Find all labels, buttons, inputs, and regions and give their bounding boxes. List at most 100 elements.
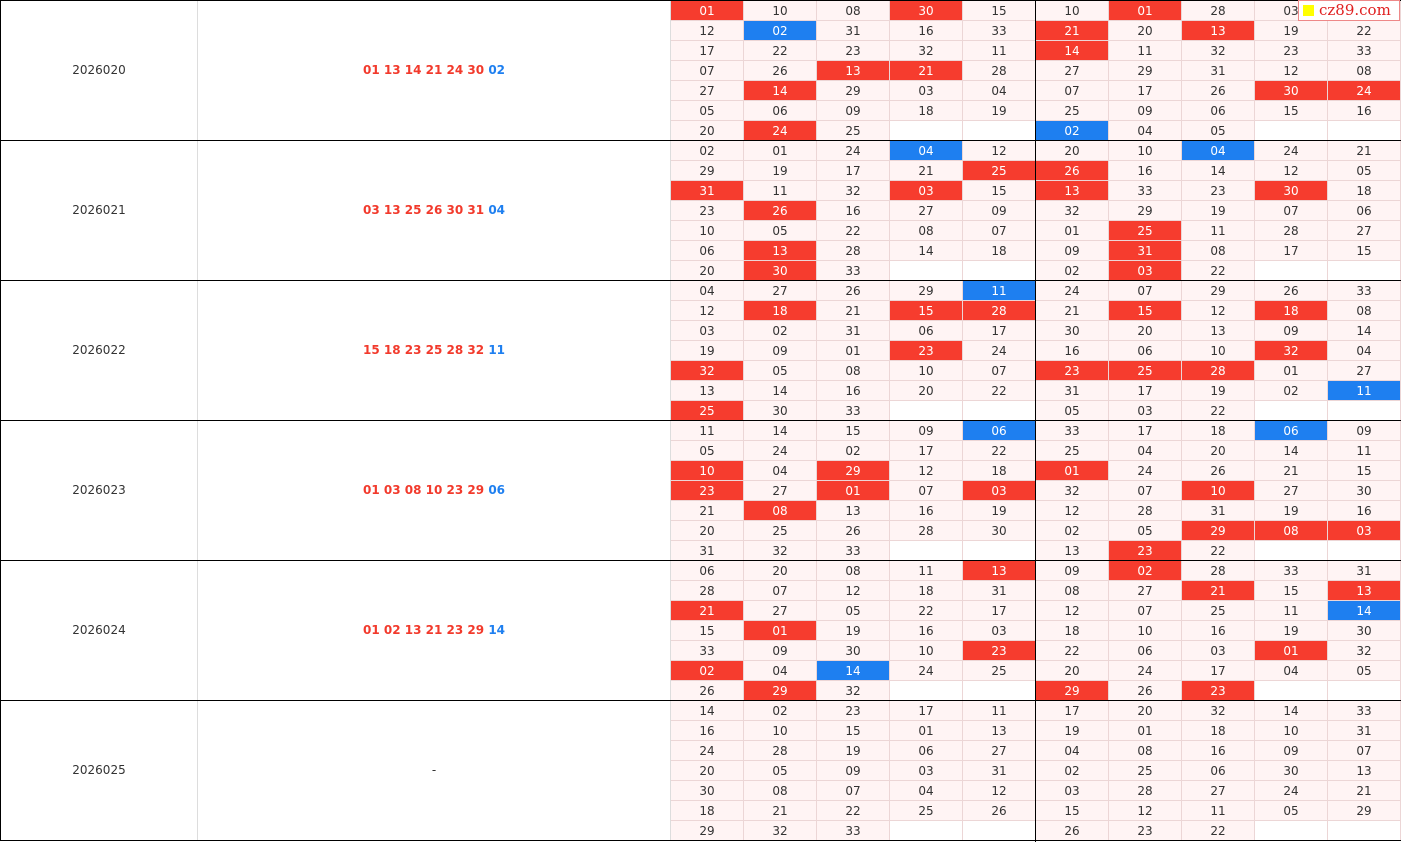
number-cell: 14 xyxy=(817,661,890,681)
red-ball: 13 xyxy=(404,623,422,637)
number-cell: 10 xyxy=(890,641,963,661)
number-cell: 03 xyxy=(1109,261,1182,281)
number-cell: 18 xyxy=(1036,621,1109,641)
number-cell: 29 xyxy=(1182,521,1255,541)
number-cell: 31 xyxy=(963,581,1036,601)
number-cell: 13 xyxy=(1182,321,1255,341)
number-cell: 20 xyxy=(1109,21,1182,41)
number-cell: 03 xyxy=(890,181,963,201)
number-cell: 09 xyxy=(1255,741,1328,761)
number-cell xyxy=(1255,121,1328,141)
number-cell: 21 xyxy=(671,501,744,521)
number-cell: 27 xyxy=(1036,61,1109,81)
number-cell: 26 xyxy=(1109,681,1182,701)
number-cell: 17 xyxy=(963,601,1036,621)
number-cell: 25 xyxy=(1036,101,1109,121)
number-cell: 24 xyxy=(744,121,817,141)
number-cell: 01 xyxy=(817,481,890,501)
issue-number: 2026024 xyxy=(0,561,198,700)
number-cell: 05 xyxy=(1328,661,1401,681)
result-placeholder: - xyxy=(431,763,437,777)
number-cell: 31 xyxy=(1182,61,1255,81)
number-cell: 17 xyxy=(671,41,744,61)
number-cell: 30 xyxy=(1255,181,1328,201)
number-cell: 02 xyxy=(1036,761,1109,781)
issue-block: 2026020 01 13 14 21 24 30 02 01 10 08 30 15 10 0… xyxy=(0,0,1401,141)
red-ball: 03 xyxy=(383,483,401,497)
number-cell: 19 xyxy=(1036,721,1109,741)
number-cell: 02 xyxy=(671,141,744,161)
draw-result: 15 18 23 25 28 32 11 xyxy=(198,281,671,420)
number-cell: 11 xyxy=(890,561,963,581)
issue-block: 2026025-14 02 23 17 11 17 20 32 14 33 16 10 15 01 13 19… xyxy=(0,700,1401,841)
number-cell xyxy=(1255,541,1328,561)
number-cell: 07 xyxy=(671,61,744,81)
number-cell: 25 xyxy=(744,521,817,541)
number-cell: 01 xyxy=(1036,461,1109,481)
number-cell: 33 xyxy=(1109,181,1182,201)
number-cell xyxy=(1255,261,1328,281)
number-cell: 12 xyxy=(1255,61,1328,81)
number-cell: 29 xyxy=(744,681,817,701)
number-cell: 24 xyxy=(1255,141,1328,161)
number-cell: 18 xyxy=(890,101,963,121)
number-cell: 33 xyxy=(1255,561,1328,581)
number-cell: 15 xyxy=(963,181,1036,201)
number-cell: 23 xyxy=(671,481,744,501)
number-cell: 02 xyxy=(744,701,817,721)
number-cell: 05 xyxy=(1036,401,1109,421)
number-cell: 10 xyxy=(744,1,817,21)
number-cell: 33 xyxy=(817,401,890,421)
red-ball: 29 xyxy=(467,623,485,637)
number-cell: 21 xyxy=(1036,301,1109,321)
number-cell: 16 xyxy=(890,501,963,521)
number-cell: 14 xyxy=(1182,161,1255,181)
number-cell: 19 xyxy=(671,341,744,361)
number-cell: 21 xyxy=(1255,461,1328,481)
number-cell: 05 xyxy=(671,441,744,461)
number-cell: 14 xyxy=(1255,441,1328,461)
number-cell: 14 xyxy=(744,81,817,101)
issue-number: 2026020 xyxy=(0,1,198,140)
number-cell: 17 xyxy=(963,321,1036,341)
red-ball: 13 xyxy=(383,203,401,217)
number-cell: 04 xyxy=(963,81,1036,101)
number-cell: 05 xyxy=(744,761,817,781)
number-cell: 14 xyxy=(1036,41,1109,61)
number-cell: 04 xyxy=(1255,661,1328,681)
number-cell xyxy=(1328,121,1401,141)
red-ball: 25 xyxy=(425,343,443,357)
number-cell: 25 xyxy=(1109,361,1182,381)
number-cell: 03 xyxy=(1182,641,1255,661)
number-cell: 18 xyxy=(963,241,1036,261)
number-cell: 22 xyxy=(1036,641,1109,661)
number-cell: 12 xyxy=(1182,301,1255,321)
number-cell: 01 xyxy=(671,1,744,21)
number-cell: 02 xyxy=(671,661,744,681)
number-cell: 01 xyxy=(1109,1,1182,21)
number-cell: 22 xyxy=(1182,261,1255,281)
number-cell: 16 xyxy=(1182,741,1255,761)
red-ball: 26 xyxy=(425,203,443,217)
number-cell: 17 xyxy=(1109,81,1182,101)
number-cell: 06 xyxy=(671,241,744,261)
number-cell: 02 xyxy=(817,441,890,461)
number-cell: 28 xyxy=(1109,781,1182,801)
number-cell: 24 xyxy=(1109,661,1182,681)
number-cell: 30 xyxy=(1328,481,1401,501)
number-cell: 17 xyxy=(1109,381,1182,401)
blue-ball: 14 xyxy=(488,623,506,637)
number-cell: 02 xyxy=(1036,261,1109,281)
number-cell: 32 xyxy=(1036,201,1109,221)
red-ball: 23 xyxy=(404,343,422,357)
number-cell: 22 xyxy=(1182,541,1255,561)
number-cell: 31 xyxy=(1109,241,1182,261)
red-ball: 31 xyxy=(467,203,485,217)
number-cell: 22 xyxy=(744,41,817,61)
number-cell: 10 xyxy=(1109,621,1182,641)
number-cell: 18 xyxy=(1328,181,1401,201)
number-cell: 30 xyxy=(890,1,963,21)
number-cell: 15 xyxy=(1255,101,1328,121)
number-cell xyxy=(890,401,963,421)
number-cell: 03 xyxy=(1328,521,1401,541)
